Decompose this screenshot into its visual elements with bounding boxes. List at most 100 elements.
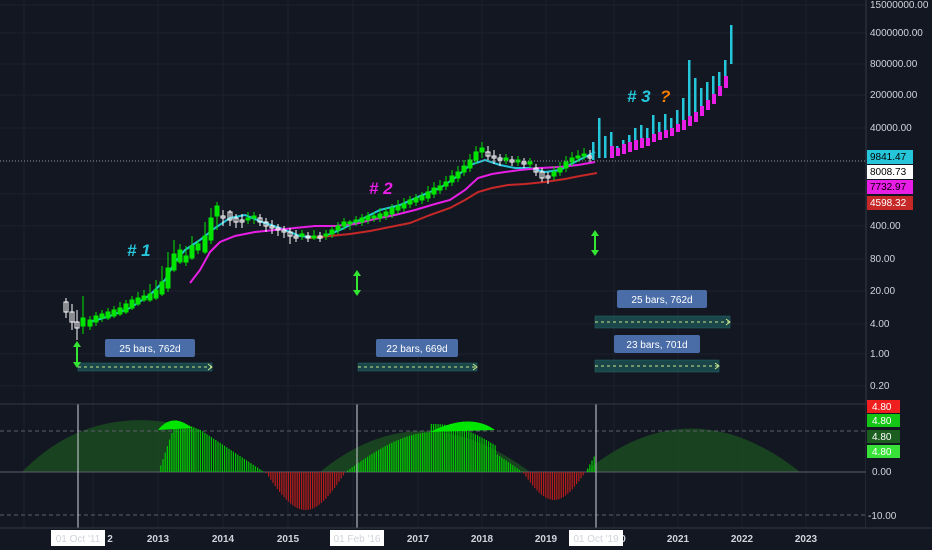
candle-body bbox=[383, 211, 389, 217]
candle-body bbox=[527, 161, 533, 165]
histogram-bar bbox=[490, 442, 492, 472]
projection-cyan-bar bbox=[676, 110, 679, 128]
ma-magenta-line bbox=[189, 161, 596, 284]
measure-range bbox=[357, 362, 478, 372]
histogram-bar bbox=[353, 465, 355, 472]
histogram-bar bbox=[578, 472, 580, 482]
histogram-bar bbox=[540, 472, 542, 495]
histogram-bar bbox=[235, 453, 237, 472]
histogram-bar bbox=[248, 461, 250, 472]
cycle-arrow-head bbox=[591, 230, 599, 236]
projection-cyan-bar bbox=[664, 114, 667, 134]
measure-boxes: 25 bars, 762d 22 bars, 669d 25 bars, 762d 2… bbox=[77, 290, 731, 373]
histogram-bar bbox=[505, 460, 507, 472]
osc-tag bbox=[867, 414, 900, 427]
price-label: 200000.00 bbox=[870, 90, 918, 101]
histogram-bar bbox=[270, 472, 272, 480]
candle-body bbox=[257, 217, 263, 223]
histogram-bar bbox=[503, 459, 505, 472]
projection-magenta-bar bbox=[628, 142, 632, 152]
histogram-bar bbox=[314, 472, 316, 508]
price-label: 400.00 bbox=[870, 221, 901, 232]
oscillator-histogram bbox=[158, 420, 595, 510]
candle-body bbox=[63, 301, 69, 313]
histogram-bar bbox=[169, 439, 171, 472]
projection-cyan-bar bbox=[592, 142, 595, 160]
candle-body bbox=[521, 161, 527, 165]
candle-body bbox=[533, 167, 539, 173]
histogram-bar bbox=[549, 472, 551, 500]
price-tag bbox=[867, 150, 913, 164]
measure-arrowhead bbox=[472, 363, 478, 371]
histogram-bar bbox=[382, 447, 384, 472]
candle-body bbox=[431, 187, 437, 195]
candle-body bbox=[299, 233, 305, 237]
histogram-bar bbox=[411, 435, 413, 472]
histogram-bar bbox=[534, 472, 536, 488]
histogram-bar bbox=[375, 451, 377, 472]
candle-body bbox=[129, 299, 135, 309]
candle-body bbox=[335, 225, 341, 231]
histogram-bar bbox=[400, 438, 402, 472]
histogram-bar bbox=[246, 460, 248, 472]
candle-body bbox=[317, 235, 323, 239]
histogram-bar bbox=[562, 472, 564, 497]
histogram-bar bbox=[481, 437, 483, 472]
candle-body bbox=[503, 157, 509, 161]
histogram-bar bbox=[301, 472, 303, 510]
histogram-bar bbox=[307, 472, 309, 510]
histogram-bar bbox=[547, 472, 549, 499]
candle-body bbox=[195, 243, 201, 251]
date-highlight-box bbox=[51, 530, 105, 546]
projection-bars bbox=[592, 25, 733, 160]
measure-arrowhead bbox=[725, 318, 731, 326]
histogram-bar bbox=[210, 437, 212, 472]
projection-magenta-bar bbox=[694, 112, 698, 122]
histogram-bar bbox=[499, 456, 501, 472]
histogram-bar bbox=[318, 472, 320, 505]
histogram-bar bbox=[274, 472, 276, 486]
histogram-bar bbox=[593, 456, 595, 472]
histogram-bar bbox=[426, 432, 428, 472]
cycle-arrow-head bbox=[353, 270, 361, 276]
histogram-bar bbox=[457, 427, 459, 472]
candle-body bbox=[389, 207, 395, 215]
price-tag bbox=[867, 165, 913, 179]
projection-magenta-bar bbox=[718, 86, 722, 96]
histogram-bar bbox=[384, 446, 386, 472]
histogram-bar bbox=[331, 472, 333, 491]
price-tag bbox=[867, 196, 913, 210]
histogram-bar bbox=[439, 424, 441, 472]
osc-label: 0.00 bbox=[872, 467, 892, 478]
projection-magenta-bar bbox=[724, 76, 728, 88]
candle-body bbox=[461, 165, 467, 173]
histogram-bar bbox=[380, 448, 382, 472]
histogram-bar bbox=[529, 472, 531, 483]
projection-cyan-bar bbox=[694, 78, 697, 112]
projection-magenta-bar bbox=[676, 124, 680, 132]
histogram-bar bbox=[413, 434, 415, 472]
histogram-bar bbox=[397, 439, 399, 472]
histogram-bar bbox=[279, 472, 281, 492]
time-axis[interactable]: 2013201420152017201820192021202220232001… bbox=[0, 527, 932, 550]
histogram-bar bbox=[573, 472, 575, 487]
candle-body bbox=[263, 221, 269, 227]
histogram-bar bbox=[525, 472, 527, 477]
histogram-bar bbox=[268, 472, 270, 477]
candle-body bbox=[153, 289, 159, 299]
histogram-bar bbox=[567, 472, 569, 494]
histogram-bar bbox=[430, 424, 432, 472]
candle-body bbox=[141, 295, 147, 301]
histogram-bar bbox=[265, 472, 267, 474]
candle-body bbox=[377, 213, 383, 219]
oscillator-axis[interactable]: 4.80 4.80 4.80 4.80 0.00 -10.00 bbox=[866, 400, 932, 529]
histogram-bar bbox=[404, 437, 406, 472]
candle-body bbox=[202, 235, 208, 253]
histogram-bar bbox=[371, 453, 373, 472]
projection-cyan-bar bbox=[730, 25, 733, 64]
histogram-bar bbox=[208, 435, 210, 472]
histogram-bar bbox=[527, 472, 529, 480]
histogram-bar bbox=[202, 431, 204, 472]
